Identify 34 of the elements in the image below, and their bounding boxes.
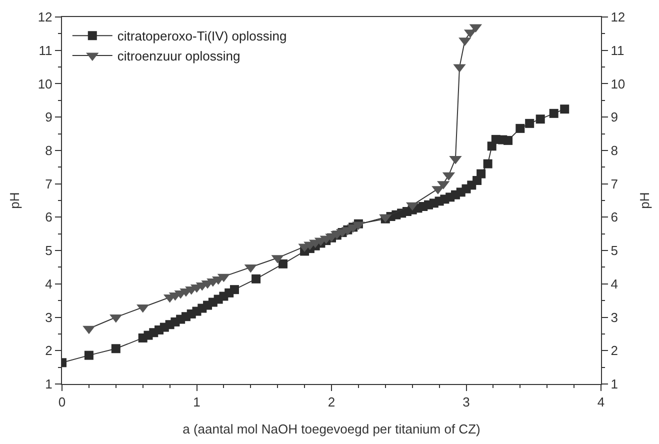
legend-label: citroenzuur oplossing [117,48,240,64]
y-tick-label: 5 [45,243,52,258]
y-tick-label: 1 [45,376,52,392]
y2-tick-label: 2 [610,343,618,358]
y-tick-label: 10 [38,76,52,92]
legend-label: citratoperoxo-Ti(IV) oplossing [117,28,287,44]
y-tick-label: 3 [45,310,52,325]
y-tick-label: 9 [45,110,52,125]
y2-tick-label: 11 [610,42,624,58]
y-tick-label: 2 [45,343,52,358]
y2-axis-title: pH [636,192,652,209]
y2-tick-label: 5 [610,243,618,258]
y-tick-label: 7 [45,176,52,192]
x-tick-label: 3 [462,394,470,410]
y2-tick-label: 1 [610,376,618,392]
y2-tick-label: 8 [610,143,618,158]
y-axis-title: pH [6,192,22,209]
y2-tick-label: 12 [610,10,626,25]
x-tick-label: 2 [328,394,336,410]
y2-tick-label: 10 [610,76,626,92]
y-tick-label: 6 [45,210,52,225]
y-tick-label: 8 [45,143,52,158]
y2-tick-label: 9 [610,110,618,125]
y-tick-label: 11 [38,42,52,58]
y2-tick-label: 4 [610,276,618,292]
y-tick-label: 12 [38,10,52,25]
y2-tick-label: 6 [610,210,618,225]
y2-tick-label: 7 [610,176,618,192]
y-tick-label: 4 [45,276,52,292]
x-axis-title: a (aantal mol NaOH toegevoegd per titanium of CZ) [182,421,480,436]
y2-tick-label: 3 [610,310,618,325]
x-tick-label: 4 [597,394,605,410]
x-tick-label: 0 [58,394,66,410]
x-tick-label: 1 [193,394,200,410]
